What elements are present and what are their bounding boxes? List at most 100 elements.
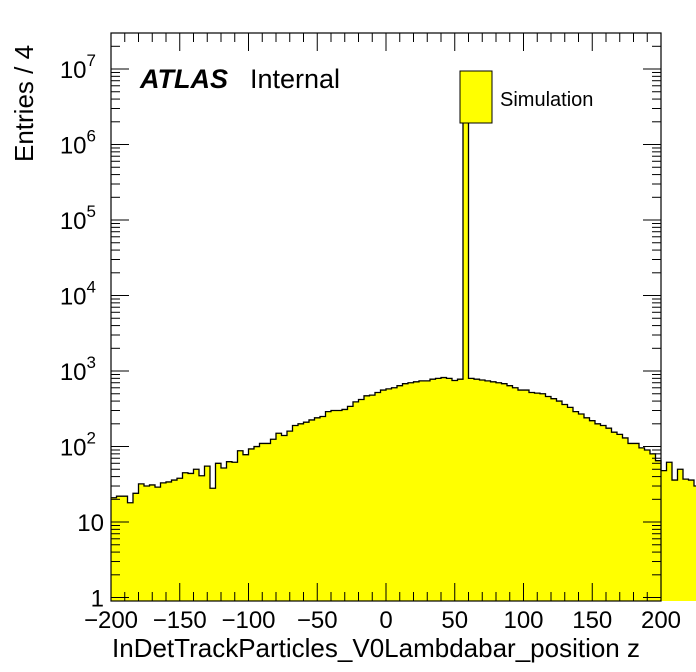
histogram-bar xyxy=(320,416,326,601)
histogram-bar xyxy=(694,486,696,601)
histogram-bar xyxy=(342,409,348,601)
histogram-bar xyxy=(611,432,618,601)
histogram-bar xyxy=(501,383,508,601)
histogram-bar xyxy=(419,380,425,601)
histogram-bar xyxy=(171,480,178,601)
histogram-bar xyxy=(199,475,205,601)
histogram-bars xyxy=(111,113,696,601)
x-tick-label: 100 xyxy=(503,607,543,634)
histogram-bar xyxy=(600,425,607,601)
histogram-bar xyxy=(270,439,277,601)
histogram-bar xyxy=(122,496,128,601)
histogram-bar xyxy=(144,486,150,601)
legend-swatch xyxy=(459,70,493,124)
y-tick-label: 105 xyxy=(60,202,96,235)
y-axis-title: Entries / 4 xyxy=(9,45,39,162)
histogram-bar xyxy=(628,443,634,601)
histogram-bar xyxy=(529,392,535,601)
histogram-bar xyxy=(402,383,409,601)
histogram-bar xyxy=(314,417,321,601)
histogram-bar xyxy=(534,393,541,601)
x-tick-label: 50 xyxy=(441,607,468,634)
histogram-bar xyxy=(303,422,310,601)
histogram-bar xyxy=(248,448,255,601)
histogram-bar xyxy=(138,483,145,601)
histogram-bar xyxy=(479,380,486,601)
histogram-bar xyxy=(369,395,376,601)
legend-label: Simulation xyxy=(500,89,593,111)
histogram-bar xyxy=(397,385,403,601)
histogram-bar xyxy=(166,481,172,601)
histogram-bar xyxy=(331,410,337,601)
histogram-bar xyxy=(468,378,475,601)
histogram-bar xyxy=(325,411,332,601)
x-tick-label: −200 xyxy=(84,607,138,634)
y-tick-label: 106 xyxy=(60,127,96,160)
histogram-bar xyxy=(633,443,640,601)
y-tick-label: 107 xyxy=(60,51,96,84)
y-axis-ticks: 1 10 102 103 104 105 106 107 xyxy=(60,32,661,613)
histogram-bar xyxy=(276,433,282,601)
internal-label: Internal xyxy=(250,64,340,94)
histogram-bar xyxy=(639,447,645,601)
histogram-bar xyxy=(578,413,585,601)
histogram-bar xyxy=(435,378,442,601)
histogram-bar xyxy=(683,479,689,601)
histogram-bar xyxy=(622,437,629,601)
histogram-bar xyxy=(188,473,194,601)
histogram-bar xyxy=(666,462,673,601)
histogram-bar xyxy=(336,410,343,601)
histogram-bar xyxy=(617,434,623,601)
histogram-bar xyxy=(391,387,398,601)
histogram-bar xyxy=(182,472,189,601)
histogram-bar xyxy=(364,395,370,601)
histogram-bar xyxy=(490,381,497,601)
histogram-bar xyxy=(111,497,117,601)
histogram-bar xyxy=(474,379,480,601)
x-tick-label: 0 xyxy=(379,607,392,634)
histogram-bar xyxy=(358,399,365,601)
x-axis-ticks: −200 −150 −100 −50 0 50 100 150 200 xyxy=(84,33,681,634)
x-tick-label: −50 xyxy=(297,607,338,634)
histogram-bar xyxy=(518,390,524,601)
histogram-bar xyxy=(463,114,469,601)
histogram-bar xyxy=(160,482,167,601)
histogram-bar xyxy=(677,469,684,601)
histogram-bar xyxy=(650,453,656,601)
histogram-bar xyxy=(496,382,502,601)
x-tick-label: −150 xyxy=(153,607,207,634)
histogram-bar xyxy=(551,398,557,601)
histogram-bar xyxy=(512,387,519,601)
y-tick-label: 103 xyxy=(60,353,96,386)
histogram-bar xyxy=(446,378,453,601)
histogram-bar xyxy=(457,379,464,601)
histogram-bar xyxy=(287,431,293,601)
histogram-bar xyxy=(441,377,447,601)
histogram-bar xyxy=(210,488,216,601)
histogram-bar xyxy=(298,423,304,601)
histogram-bar xyxy=(595,423,601,601)
histogram-bar xyxy=(243,454,249,601)
atlas-label: ATLAS xyxy=(139,64,228,94)
y-tick-label: 10 xyxy=(77,510,104,537)
histogram-bar xyxy=(177,478,183,601)
histogram-bar xyxy=(353,401,359,601)
histogram-bar xyxy=(215,463,222,601)
histogram-bar xyxy=(116,496,123,601)
histogram-bar xyxy=(485,380,491,601)
x-tick-label: −100 xyxy=(221,607,275,634)
histogram-bar xyxy=(655,460,662,601)
y-tick-label: 102 xyxy=(60,429,96,462)
histogram-bar xyxy=(644,449,651,601)
histogram-bar xyxy=(545,396,552,601)
x-tick-label: 150 xyxy=(572,607,612,634)
histogram-bar xyxy=(375,392,381,601)
x-axis-title: InDetTrackParticles_V0Lambdabar_position… xyxy=(112,633,640,663)
histogram-bar xyxy=(452,380,458,601)
histogram-bar xyxy=(292,425,299,601)
histogram-bar xyxy=(380,390,387,601)
histogram-bar xyxy=(309,419,315,601)
histogram-bar xyxy=(540,393,546,601)
histogram-bar xyxy=(155,487,161,601)
